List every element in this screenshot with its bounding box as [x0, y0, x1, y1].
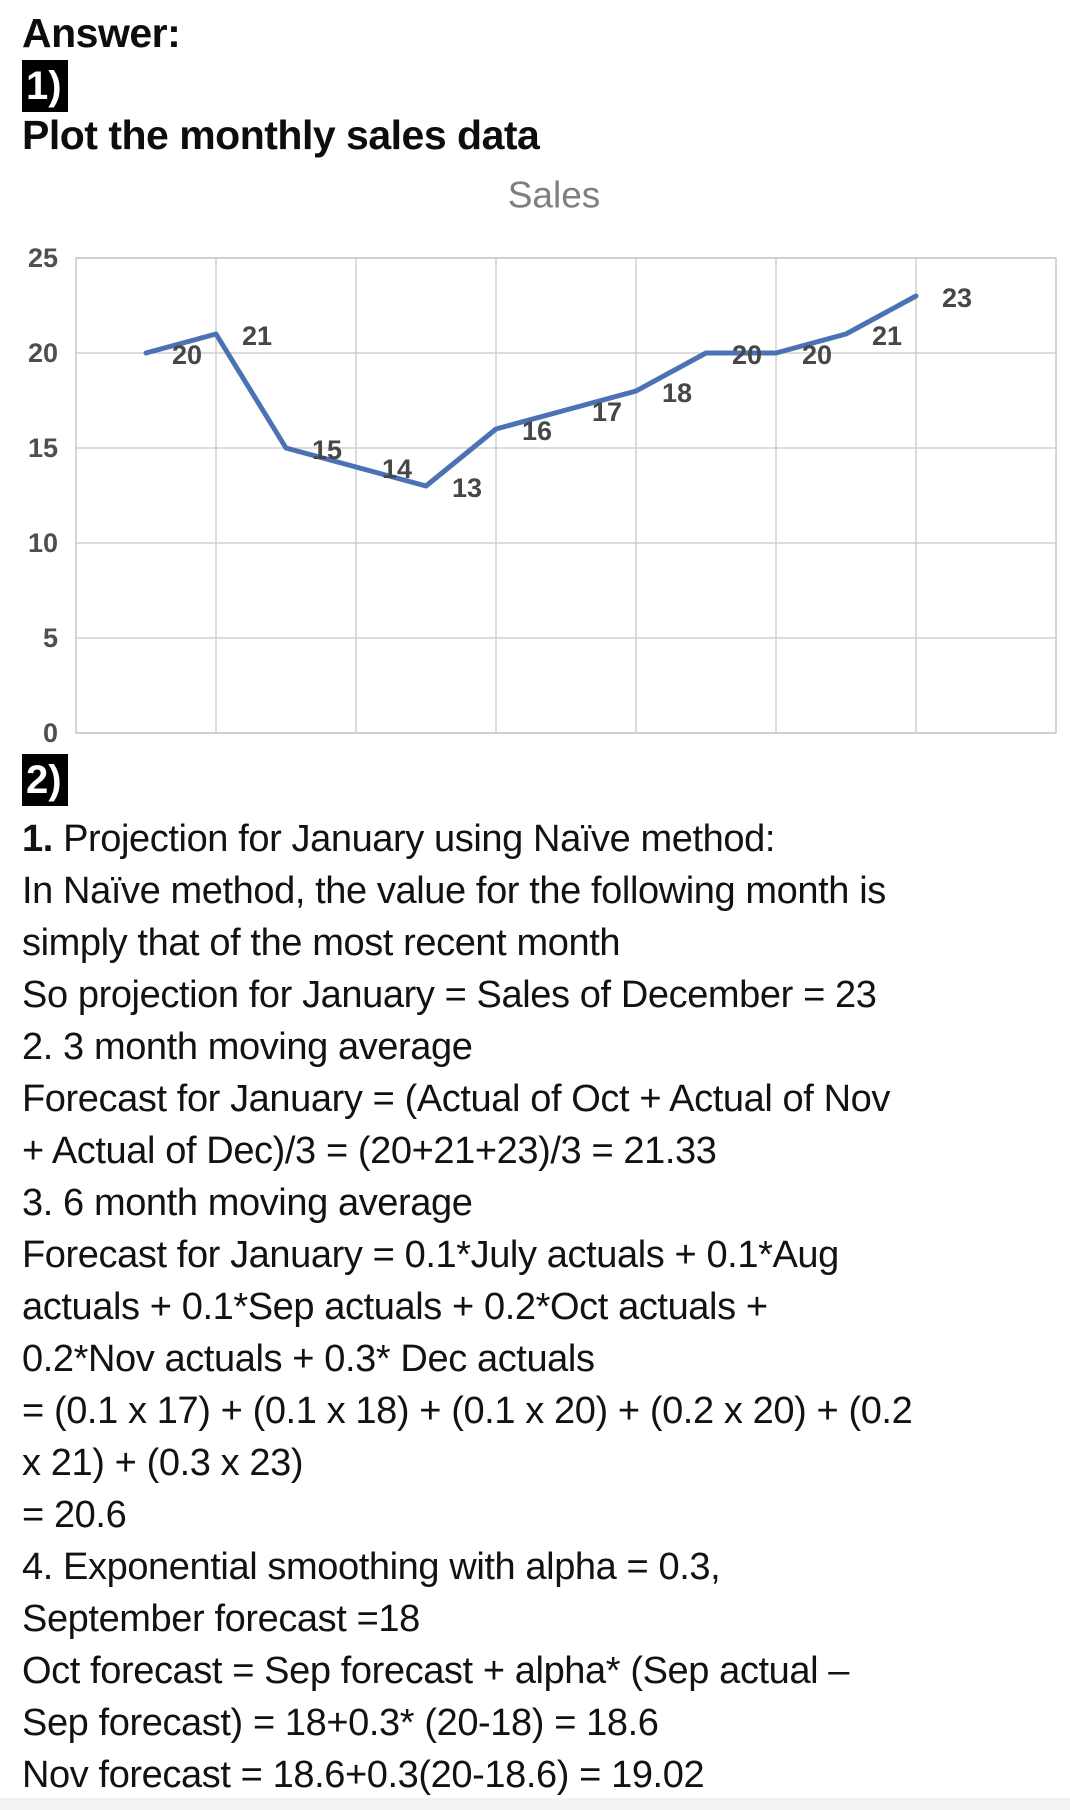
- answer-heading: Answer:: [22, 10, 181, 56]
- solution-line: = 20.6: [22, 1494, 127, 1536]
- solution-line-bold-prefix: 1.: [22, 818, 53, 860]
- y-tick-label: 20: [28, 338, 58, 368]
- data-label: 21: [242, 321, 272, 351]
- solution-line: + Actual of Dec)/3 = (20+21+23)/3 = 21.3…: [22, 1130, 717, 1172]
- solution-line: In Naïve method, the value for the follo…: [22, 870, 886, 912]
- data-label: 23: [942, 283, 972, 313]
- y-tick-label: 10: [28, 528, 58, 558]
- plot-instruction-heading: Plot the monthly sales data: [22, 112, 540, 158]
- data-label: 13: [452, 473, 482, 503]
- solution-line: 4. Exponential smoothing with alpha = 0.…: [22, 1546, 721, 1588]
- data-label: 18: [662, 378, 692, 408]
- y-axis-ticks: 25 20 15 10 5 0: [28, 243, 58, 748]
- data-label: 15: [312, 435, 342, 465]
- solution-line: Sep forecast) = 18+0.3* (20-18) = 18.6: [22, 1702, 659, 1744]
- solution-text-block: 1. Projection for January using Naïve me…: [22, 813, 1062, 1801]
- data-labels: 20 21 15 14 13 16 17 18 20 20 21 23: [172, 283, 972, 503]
- chart-title: Sales: [508, 175, 601, 216]
- solution-line: 0.2*Nov actuals + 0.3* Dec actuals: [22, 1338, 595, 1380]
- y-tick-label: 15: [28, 433, 58, 463]
- solution-line: simply that of the most recent month: [22, 922, 621, 964]
- solution-line: Forecast for January = 0.1*July actuals …: [22, 1234, 839, 1276]
- y-tick-label: 5: [43, 623, 58, 653]
- section-2-badge: 2): [22, 754, 68, 806]
- solution-line: So projection for January = Sales of Dec…: [22, 974, 877, 1016]
- solution-line: Oct forecast = Sep forecast + alpha* (Se…: [22, 1650, 850, 1692]
- solution-line: x 21) + (0.3 x 23): [22, 1442, 304, 1484]
- data-label: 14: [382, 454, 412, 484]
- data-label: 21: [872, 321, 902, 351]
- solution-line: September forecast =18: [22, 1598, 420, 1640]
- solution-line: 2. 3 month moving average: [22, 1026, 473, 1068]
- gridlines: [76, 257, 1056, 734]
- data-label: 20: [732, 340, 762, 370]
- data-label: 16: [522, 416, 552, 446]
- bottom-strip: [0, 1798, 1070, 1810]
- data-label: 20: [802, 340, 832, 370]
- data-label: 17: [592, 397, 622, 427]
- sales-chart-container: Sales 25 20 15 10 5 0 20 21 15 14 13 16 17 18 20 20 21 23: [0, 150, 1070, 750]
- sales-line: [143, 293, 919, 489]
- solution-line: Nov forecast = 18.6+0.3(20-18.6) = 19.02: [22, 1754, 705, 1796]
- y-tick-label: 25: [28, 243, 58, 273]
- solution-line: 1. Projection for January using Naïve me…: [22, 818, 775, 860]
- data-label: 20: [172, 340, 202, 370]
- y-tick-label: 0: [43, 718, 58, 748]
- section-1-badge: 1): [22, 60, 68, 112]
- sales-line-chart: Sales 25 20 15 10 5 0 20 21 15 14 13 16 17 18 20 20 21 23: [28, 175, 1057, 748]
- solution-line: Forecast for January = (Actual of Oct + …: [22, 1078, 890, 1120]
- solution-line: 3. 6 month moving average: [22, 1182, 473, 1224]
- solution-line: actuals + 0.1*Sep actuals + 0.2*Oct actu…: [22, 1286, 768, 1328]
- solution-line: = (0.1 x 17) + (0.1 x 18) + (0.1 x 20) +…: [22, 1390, 913, 1432]
- plot-area-border: [75, 257, 1057, 734]
